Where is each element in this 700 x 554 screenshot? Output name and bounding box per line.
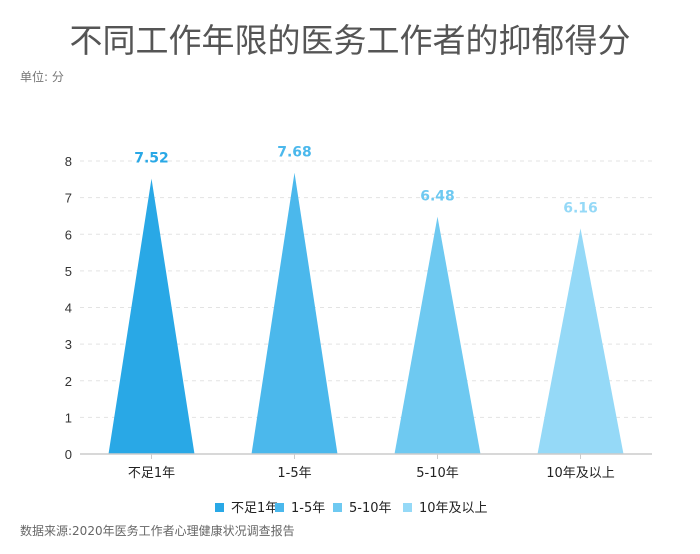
data-label: 6.48: [420, 189, 455, 205]
y-tick-label: 0: [65, 447, 72, 462]
x-tick-label: 10年及以上: [546, 466, 615, 481]
y-tick-label: 5: [65, 264, 72, 279]
legend-swatch: [403, 503, 412, 512]
bar-triangle: [108, 178, 195, 454]
legend-label: 5-10年: [349, 501, 392, 516]
data-label: 7.68: [277, 145, 312, 161]
y-tick-label: 7: [65, 191, 72, 206]
y-tick-label: 1: [65, 410, 72, 425]
legend-swatch: [275, 503, 284, 512]
bar-triangle: [537, 228, 624, 454]
y-tick-label: 4: [65, 301, 72, 316]
data-label: 7.52: [134, 151, 169, 167]
data-label: 6.16: [563, 200, 598, 216]
x-tick-label: 5-10年: [416, 466, 459, 481]
x-tick-label: 不足1年: [128, 466, 175, 481]
y-tick-label: 6: [65, 227, 72, 242]
bar-triangle: [394, 216, 481, 454]
y-tick-label: 2: [65, 374, 72, 389]
chart-title: 不同工作年限的医务工作者的抑郁得分: [69, 21, 631, 60]
unit-label: 单位: 分: [20, 70, 64, 84]
x-tick-label: 1-5年: [277, 466, 311, 481]
bar-triangle: [251, 172, 338, 454]
y-tick-label: 3: [65, 337, 72, 352]
legend-swatch: [215, 503, 224, 512]
legend-label: 10年及以上: [419, 501, 488, 516]
legend-label: 不足1年: [231, 501, 278, 516]
y-tick-label: 8: [65, 154, 72, 169]
source-note: 数据来源:2020年医务工作者心理健康状况调查报告: [20, 524, 295, 538]
legend-swatch: [333, 503, 342, 512]
legend-label: 1-5年: [291, 501, 325, 516]
